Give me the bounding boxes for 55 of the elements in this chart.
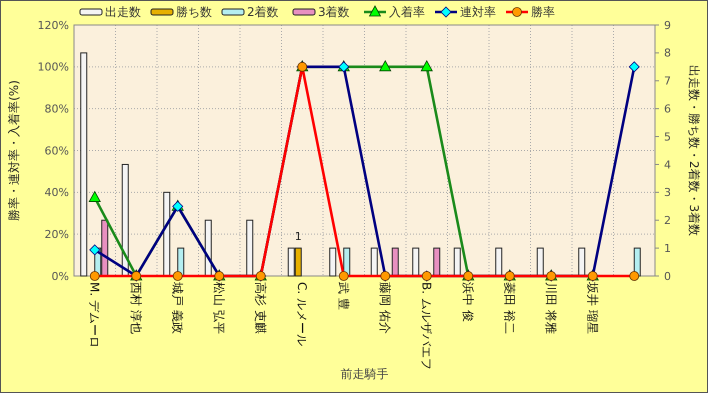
y2-tick-label: 1 xyxy=(664,242,671,255)
bar xyxy=(329,248,336,276)
legend-label: 勝率 xyxy=(531,5,555,20)
bar xyxy=(454,248,461,276)
legend-label: 入着率 xyxy=(389,5,425,20)
y-tick-label: 20% xyxy=(44,228,69,242)
y2-tick-label: 9 xyxy=(664,18,671,32)
x-tick-label: 菱田 裕二 xyxy=(502,282,517,334)
bar xyxy=(80,52,88,276)
y2-tick-label: 4 xyxy=(664,158,671,172)
y2-tick-label: 5 xyxy=(664,130,671,144)
x-tick-label: B. ムルザバエフ xyxy=(420,282,434,370)
x-axis-title: 前走騎手 xyxy=(340,367,388,381)
bar xyxy=(163,192,170,276)
bar xyxy=(578,248,586,276)
x-tick-label: C. ルメール xyxy=(295,282,310,346)
y2-tick-label: 7 xyxy=(664,74,671,88)
bar xyxy=(536,248,544,276)
bar xyxy=(495,248,502,276)
bar xyxy=(412,248,420,276)
x-tick-label: 川田 将雅 xyxy=(544,282,558,334)
legend-label: 3着数 xyxy=(318,5,350,20)
y2-tick-label: 0 xyxy=(664,270,671,283)
x-tick-label: 坂井 瑠星 xyxy=(586,281,600,334)
point xyxy=(89,244,100,256)
x-tick-label: 藤岡 佑介 xyxy=(378,282,392,334)
bar xyxy=(392,248,399,276)
x-tick-label: M. デムーロ xyxy=(88,282,102,348)
bar xyxy=(246,220,254,276)
legend-label: 勝ち数 xyxy=(176,5,212,20)
legend-label: 出走数 xyxy=(105,5,141,20)
y2-axis-title: 出走数・勝ち数・2着数・3着数 xyxy=(687,64,701,236)
x-tick-label: 武 豊 xyxy=(336,282,351,310)
x-tick-label: 松山 弘平 xyxy=(212,282,226,334)
data-label: 1 xyxy=(294,230,302,244)
bar xyxy=(433,248,440,276)
point xyxy=(628,61,640,72)
bar xyxy=(370,248,378,276)
y2-tick-label: 8 xyxy=(664,46,671,60)
x-tick-label: 高杉 吏麒 xyxy=(254,282,268,334)
y2-tick-label: 3 xyxy=(664,186,671,200)
legend-label: 連対率 xyxy=(460,5,496,20)
y-tick-label: 0% xyxy=(52,270,69,283)
y-tick-label: 40% xyxy=(44,186,69,200)
y-tick-label: 120% xyxy=(38,18,69,32)
x-tick-label: 城戸 義政 xyxy=(170,281,185,334)
y-tick-label: 100% xyxy=(38,60,69,74)
y-axis-title: 勝率・連対率・入着率(%) xyxy=(7,80,21,221)
y2-tick-label: 6 xyxy=(664,102,671,116)
legend-label: 2着数 xyxy=(247,5,279,20)
y-tick-label: 60% xyxy=(44,144,69,158)
y2-tick-label: 2 xyxy=(664,214,671,228)
x-tick-label: 浜中 俊 xyxy=(461,282,476,322)
y-tick-label: 80% xyxy=(44,102,69,116)
x-tick-label: 西村 淳也 xyxy=(129,282,144,334)
